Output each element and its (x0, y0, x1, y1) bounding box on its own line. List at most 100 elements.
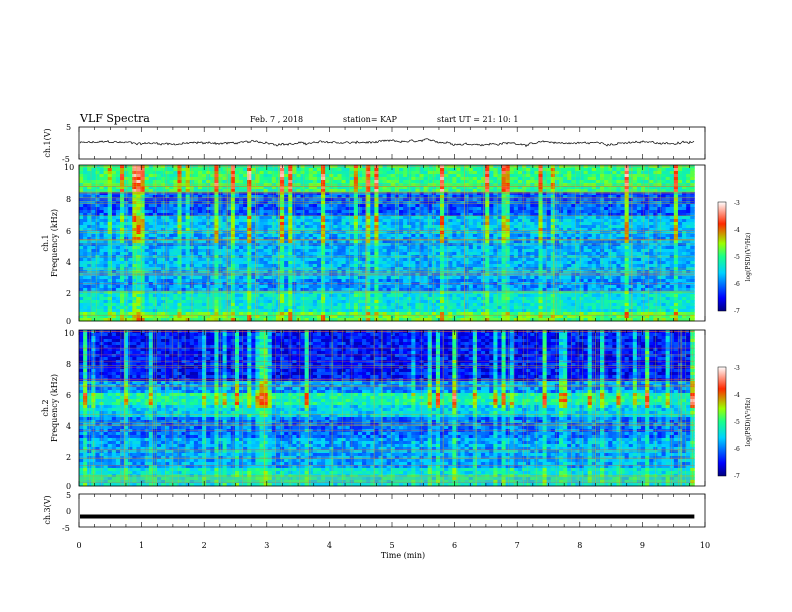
spectrogram-cell (333, 210, 338, 214)
spectrogram-cell (378, 225, 383, 229)
spectrogram-cell (513, 207, 519, 211)
spectrogram-cell (111, 213, 117, 217)
spectrogram-cell (288, 189, 293, 193)
spectrogram-cell (645, 228, 650, 232)
spectrogram-cell (632, 228, 638, 232)
spectrogram-cell (526, 171, 531, 175)
spectrogram-cell (673, 213, 679, 217)
spectrogram-cell (538, 198, 543, 202)
spectrogram-cell (624, 252, 630, 256)
spectrogram-cell (267, 222, 273, 226)
spectrogram-cell (563, 213, 568, 217)
spectrogram-cell (79, 228, 84, 232)
spectrogram-cell (517, 177, 523, 181)
spectrogram-cell (595, 252, 601, 256)
spectrogram-cell (485, 252, 490, 256)
spectrogram-cell (665, 225, 671, 229)
spectrogram-cell (222, 216, 228, 220)
spectrogram-cell (472, 225, 478, 229)
spectrogram-cell (136, 189, 141, 193)
spectrogram-cell (550, 171, 556, 175)
spectrogram-cell (296, 186, 301, 190)
spectrogram-cell (230, 174, 236, 178)
spectrogram-cell (567, 249, 572, 253)
spectrogram-cell (579, 201, 584, 205)
spectrogram-cell (489, 177, 494, 181)
spectrogram-cell (263, 210, 269, 214)
spectrogram-cell (238, 168, 244, 172)
spectrogram-cell (431, 252, 437, 256)
spectrogram-cell (558, 258, 564, 262)
spectrogram-cell (563, 249, 568, 253)
spectrogram-cell (95, 225, 100, 229)
spectrogram-cell (411, 261, 416, 265)
spectrogram-cell (624, 201, 630, 205)
spectrogram-cell (505, 240, 511, 244)
spectrogram-cell (542, 222, 548, 226)
spectrogram-cell (107, 258, 113, 262)
spectrogram-cell (476, 192, 482, 196)
spectrogram-cell (210, 261, 215, 265)
spectrogram-cell (156, 180, 162, 184)
spectrogram-cell (489, 222, 494, 226)
spectrogram-cell (423, 180, 429, 184)
spectrogram-cell (579, 207, 584, 211)
spectrogram-cell (284, 171, 289, 175)
spectrogram-cell (682, 222, 687, 226)
spectrogram-cell (669, 216, 675, 220)
spectrogram-cell (677, 168, 683, 172)
spectrogram-cell (148, 237, 154, 241)
spectrogram-cell (83, 207, 88, 211)
spectrogram-cell (534, 204, 539, 208)
spectrogram-cell (571, 228, 576, 232)
spectrogram-cell (267, 180, 273, 184)
spectrogram-cell (616, 192, 621, 196)
spectrogram-cell (522, 201, 527, 205)
spectrogram-cell (485, 249, 490, 253)
spectrogram-cell (563, 234, 568, 238)
spectrogram-cell (398, 234, 404, 238)
spectrogram-cell (218, 177, 223, 181)
spectrogram-cell (444, 195, 449, 199)
spectrogram-cell (394, 174, 400, 178)
spectrogram-cell (575, 240, 580, 244)
spectrogram-cell (95, 249, 100, 253)
spectrogram-cell (665, 240, 671, 244)
spectrogram-cell (308, 243, 314, 247)
spectrogram-cell (554, 168, 560, 172)
spectrogram-cell (132, 171, 137, 175)
spectrogram-cell (386, 177, 392, 181)
spectrogram-cell (472, 180, 478, 184)
spectrogram-cell (636, 198, 642, 202)
spectrogram-cell (161, 192, 166, 196)
spectrogram-cell (111, 249, 117, 253)
spectrogram-cell (140, 180, 146, 184)
spectrogram-cell (427, 246, 433, 250)
spectrogram-cell (427, 225, 433, 229)
spectrogram-cell (649, 219, 654, 223)
spectrogram-cell (468, 222, 474, 226)
spectrogram-cell (79, 198, 84, 202)
spectrogram-cell (542, 216, 548, 220)
spectrogram-cell (415, 225, 420, 229)
spectrogram-cell (427, 180, 433, 184)
spectrogram-cell (99, 189, 105, 193)
spectrogram-cell (587, 222, 593, 226)
spectrogram-cell (665, 186, 671, 190)
spectrogram-cell (624, 240, 630, 244)
spectrogram-cell (476, 252, 482, 256)
spectrogram-cell (444, 213, 449, 217)
spectrogram-cell (271, 210, 277, 214)
spectrogram-cell (353, 258, 359, 262)
spectrogram-cell (148, 252, 154, 256)
spectrogram-cell (534, 258, 539, 262)
spectrogram-cell (152, 216, 158, 220)
spectrogram-cell (193, 219, 199, 223)
spectrogram-cell (181, 210, 187, 214)
spectrogram-cell (144, 210, 150, 214)
spectrogram-cell (304, 180, 310, 184)
spectrogram-cell (107, 237, 113, 241)
spectrogram-cell (234, 204, 240, 208)
spectrogram-cell (341, 222, 347, 226)
spectrogram-cell (357, 216, 363, 220)
